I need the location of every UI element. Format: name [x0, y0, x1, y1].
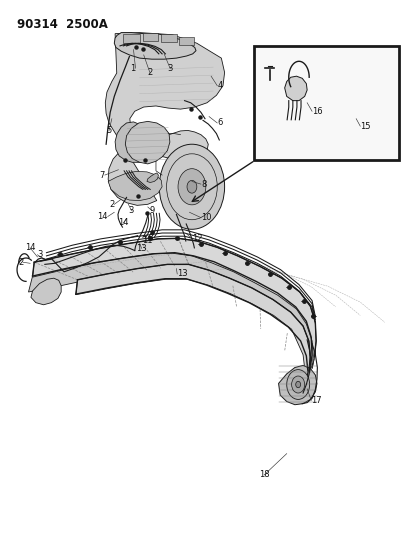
Text: 13: 13: [136, 244, 146, 253]
Text: 90314  2500A: 90314 2500A: [17, 18, 108, 31]
Text: 17: 17: [310, 396, 321, 405]
Polygon shape: [114, 33, 196, 59]
Bar: [161, 34, 176, 42]
Bar: [178, 37, 193, 45]
Polygon shape: [278, 366, 316, 405]
Text: 3: 3: [167, 64, 173, 73]
Polygon shape: [125, 122, 169, 164]
Polygon shape: [31, 278, 61, 305]
Text: 2: 2: [147, 68, 152, 77]
Text: 16: 16: [311, 107, 322, 116]
Polygon shape: [28, 252, 315, 368]
Text: 7: 7: [99, 171, 105, 180]
Text: 18: 18: [258, 471, 269, 479]
Circle shape: [187, 180, 196, 193]
Text: 4: 4: [217, 81, 222, 90]
Text: 13: 13: [177, 270, 187, 278]
Polygon shape: [105, 33, 224, 205]
Text: 3: 3: [37, 251, 43, 260]
Text: 2: 2: [109, 200, 114, 209]
Text: 6: 6: [217, 118, 222, 127]
Text: 8: 8: [200, 180, 206, 189]
Text: 1: 1: [130, 64, 135, 72]
Text: 11: 11: [142, 237, 152, 246]
Bar: [143, 33, 158, 41]
Circle shape: [178, 168, 205, 205]
Text: 14: 14: [25, 244, 35, 253]
Polygon shape: [32, 238, 315, 368]
Polygon shape: [76, 264, 310, 382]
Text: 2: 2: [18, 258, 23, 266]
Text: 10: 10: [200, 213, 211, 222]
Text: 9: 9: [149, 206, 154, 215]
Circle shape: [291, 376, 304, 393]
Circle shape: [159, 144, 224, 229]
Text: 15: 15: [360, 122, 370, 131]
Circle shape: [286, 369, 309, 399]
Polygon shape: [115, 122, 148, 163]
Polygon shape: [146, 173, 158, 182]
Text: 14: 14: [118, 219, 128, 228]
Polygon shape: [108, 171, 162, 200]
Bar: [123, 34, 139, 43]
Text: 12: 12: [191, 234, 202, 243]
Bar: [254, 46, 398, 160]
Text: 3: 3: [128, 206, 134, 215]
Text: 5: 5: [106, 126, 111, 135]
Circle shape: [295, 381, 300, 387]
Text: 14: 14: [97, 212, 108, 221]
Polygon shape: [284, 76, 306, 101]
